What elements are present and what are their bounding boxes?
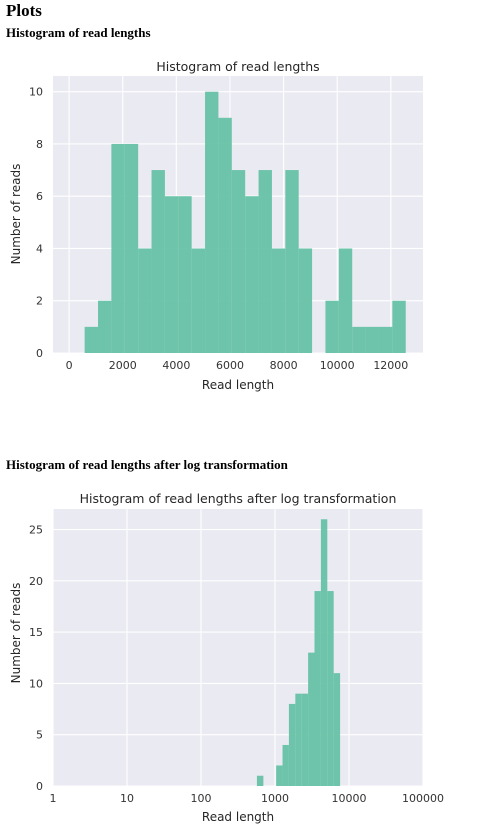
y-tick-label: 0 bbox=[36, 347, 43, 360]
y-axis-label: Number of reads bbox=[9, 583, 23, 684]
histogram-bar bbox=[151, 170, 165, 353]
histogram-bar bbox=[258, 170, 272, 353]
y-tick-labels: 0 5 10 15 20 25 bbox=[29, 524, 43, 793]
y-tick-label: 10 bbox=[29, 677, 43, 690]
histogram-bar bbox=[138, 248, 152, 353]
x-axis-label: Read length bbox=[202, 378, 274, 392]
histogram-bar bbox=[327, 591, 334, 786]
histogram-bars bbox=[256, 519, 341, 786]
plot-area bbox=[53, 509, 423, 786]
y-tick-label: 25 bbox=[29, 524, 43, 537]
histogram-bar bbox=[338, 248, 353, 353]
chart-title: Histogram of read lengths after log tran… bbox=[80, 491, 397, 506]
y-axis-label: Number of reads bbox=[9, 164, 23, 265]
histogram-bar bbox=[295, 693, 302, 786]
x-tick-label: 1000 bbox=[261, 792, 289, 805]
histogram-bar bbox=[164, 196, 179, 353]
chart-title: Histogram of read lengths bbox=[156, 59, 319, 74]
x-tick-label: 100000 bbox=[402, 792, 444, 805]
histogram-bar bbox=[276, 765, 283, 786]
histogram-bar bbox=[218, 117, 232, 354]
y-tick-label: 20 bbox=[29, 575, 43, 588]
x-tick-label: 10000 bbox=[332, 792, 367, 805]
histogram-bar bbox=[124, 143, 139, 353]
histogram-bar bbox=[308, 652, 315, 786]
histogram-bar bbox=[325, 300, 339, 353]
histogram-bar bbox=[84, 326, 99, 353]
histogram-bar bbox=[111, 143, 125, 353]
x-axis-label: Read length bbox=[202, 810, 274, 824]
x-tick-labels: 0 2000 4000 6000 8000 10000 12000 bbox=[66, 359, 409, 372]
histogram-bar bbox=[365, 326, 379, 353]
x-tick-label: 1 bbox=[50, 792, 57, 805]
histogram-bar bbox=[320, 519, 328, 786]
histogram-bar bbox=[205, 91, 219, 353]
histogram-bar bbox=[333, 673, 341, 786]
histogram-bar bbox=[352, 326, 366, 353]
x-tick-label: 0 bbox=[66, 359, 73, 372]
histogram-bar bbox=[178, 196, 192, 353]
y-tick-label: 5 bbox=[36, 729, 43, 742]
y-tick-label: 6 bbox=[36, 190, 43, 203]
histogram-bar bbox=[191, 248, 206, 353]
log-read-length-histogram: 1 10 100 1000 10000 100000 0 5 10 15 20 25 Histogr… bbox=[9, 491, 445, 824]
gridlines bbox=[52, 509, 424, 787]
histogram-bar bbox=[256, 775, 264, 786]
x-tick-label: 10000 bbox=[320, 359, 355, 372]
x-tick-label: 2000 bbox=[109, 359, 137, 372]
histogram-bar bbox=[98, 300, 112, 353]
histogram-bar bbox=[282, 744, 289, 786]
x-tick-label: 100 bbox=[191, 792, 212, 805]
section-title-read-lengths: Histogram of read lengths bbox=[6, 25, 151, 40]
x-tick-label: 8000 bbox=[270, 359, 298, 372]
x-tick-label: 4000 bbox=[162, 359, 190, 372]
x-tick-label: 6000 bbox=[216, 359, 244, 372]
page-title: Plots bbox=[6, 1, 42, 20]
histogram-bar bbox=[301, 693, 309, 786]
x-tick-label: 12000 bbox=[373, 359, 408, 372]
y-tick-labels: 0 2 4 6 8 10 bbox=[29, 86, 43, 360]
read-length-histogram: 0 2000 4000 6000 8000 10000 12000 0 2 4 6 8 10 Hist… bbox=[9, 59, 423, 392]
histogram-bar bbox=[288, 703, 296, 786]
histogram-bar bbox=[285, 170, 299, 353]
y-tick-label: 15 bbox=[29, 626, 43, 639]
histogram-bar bbox=[314, 591, 321, 786]
histogram-bar bbox=[392, 300, 406, 353]
histogram-bar bbox=[245, 196, 259, 353]
section-title-log-transform: Histogram of read lengths after log tran… bbox=[6, 457, 288, 472]
y-tick-label: 2 bbox=[36, 295, 43, 308]
y-tick-label: 0 bbox=[36, 780, 43, 793]
x-tick-label: 10 bbox=[120, 792, 134, 805]
y-tick-label: 8 bbox=[36, 138, 43, 151]
y-tick-label: 4 bbox=[36, 242, 43, 255]
histogram-bar bbox=[271, 248, 286, 353]
x-tick-labels: 1 10 100 1000 10000 100000 bbox=[50, 792, 445, 805]
histogram-bars bbox=[84, 91, 406, 354]
y-tick-label: 10 bbox=[29, 86, 43, 99]
histogram-bar bbox=[378, 326, 393, 353]
histogram-bar bbox=[298, 248, 313, 353]
histogram-bar bbox=[231, 170, 246, 353]
